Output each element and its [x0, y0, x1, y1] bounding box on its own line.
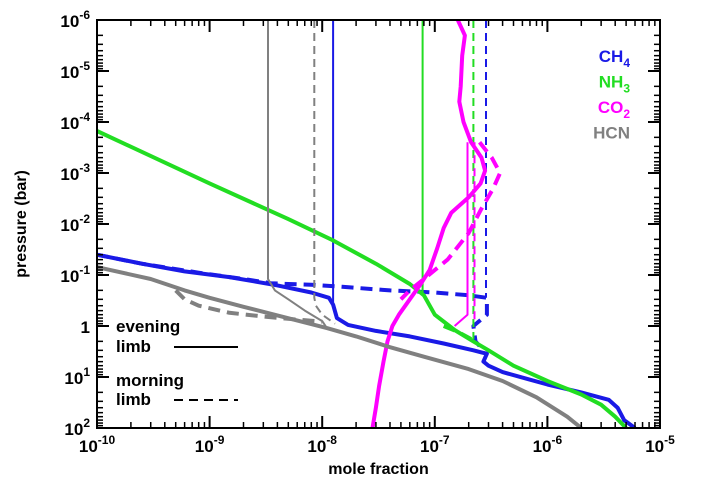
y-axis-label: pressure (bar) [13, 170, 30, 278]
legend-label-hcn: HCN [593, 124, 630, 143]
series-line-nh3-morning-photochemical [442, 324, 473, 341]
y-tick-label: 10-2 [60, 212, 90, 235]
legend-label-nh3: NH3 [599, 73, 631, 96]
x-axis-label: mole fraction [328, 461, 428, 478]
x-tick-label: 10-9 [195, 433, 225, 456]
legend-label-co2: CO2 [598, 98, 631, 121]
y-tick-label: 101 [64, 365, 90, 388]
series-line-hcn-morning-quenched [313, 20, 336, 325]
limb-legend-label-evening: evening [116, 317, 180, 336]
series-line-ch4-morning-photochemical [97, 252, 489, 352]
y-tick-label: 10-3 [60, 161, 90, 184]
plot-frame [96, 19, 661, 429]
y-tick-label: 10-6 [60, 8, 90, 31]
y-tick-label: 10-1 [60, 263, 90, 286]
limb-legend-sublabel-morning: limb [116, 390, 151, 409]
tick-layer: 10-10 10-9 10-8 10-7 10-6 10-5 10-6 10-5 10-4 10-… [60, 8, 675, 456]
y-tick-label: 10-5 [60, 59, 90, 82]
y-tick-label: 10-4 [60, 110, 90, 133]
series-layer [97, 20, 637, 428]
series-line-co2-morning-profile [399, 141, 503, 301]
x-tick-label: 10-7 [420, 433, 450, 456]
y-tick-label: 1 [81, 318, 90, 337]
series-line-hcn-morning-photochemical [174, 288, 323, 324]
x-tick-label: 10-5 [645, 433, 675, 456]
limb-legend-label-morning: morning [116, 371, 184, 390]
legend-label-ch4: CH4 [599, 47, 631, 70]
y-tick-label: 102 [64, 416, 90, 439]
series-line-co2-evening-quenched [453, 142, 469, 327]
series-line-hcn-evening-photochemical [97, 265, 583, 428]
x-tick-label: 10-8 [307, 433, 337, 456]
x-tick-label: 10-6 [533, 433, 563, 456]
x-tick-label: 10-10 [79, 433, 116, 456]
limb-legend-sublabel-evening: limb [116, 337, 151, 356]
